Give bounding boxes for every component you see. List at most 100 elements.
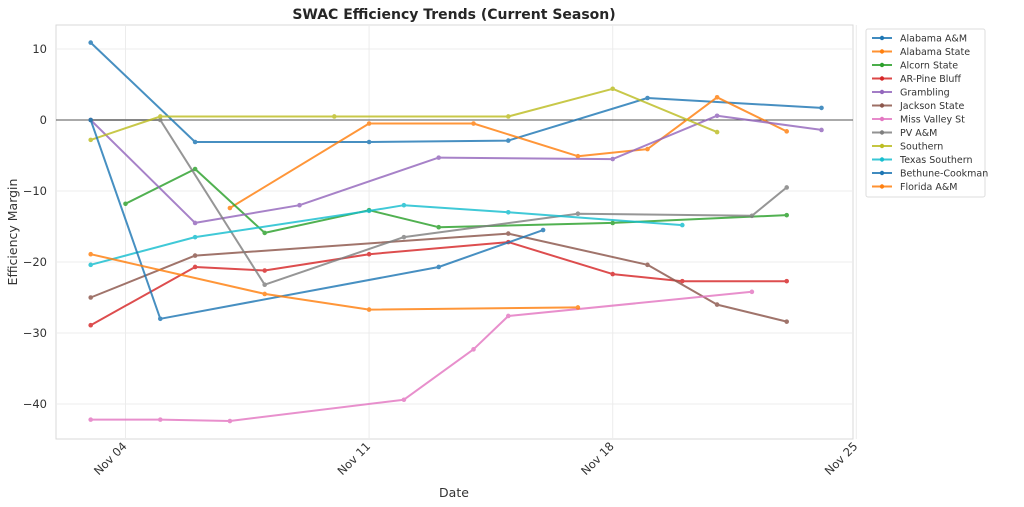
data-point xyxy=(366,139,372,145)
data-point xyxy=(436,264,442,270)
legend: Alabama A&M Alabama State Alcorn State AR-P… xyxy=(865,28,988,198)
data-point xyxy=(680,278,685,284)
legend-item: AR-Pine Bluff xyxy=(872,74,961,85)
data-point xyxy=(227,418,233,424)
data-point xyxy=(262,282,268,288)
data-point xyxy=(471,121,476,126)
legend-item: Bethune-Cookman xyxy=(872,169,988,180)
data-point xyxy=(401,202,407,208)
data-point xyxy=(366,208,372,214)
data-point xyxy=(88,417,93,422)
series-texas-southern xyxy=(88,202,685,268)
data-point xyxy=(610,86,615,92)
data-point xyxy=(784,278,789,284)
legend-marker xyxy=(879,143,885,149)
data-point xyxy=(366,121,372,126)
data-point xyxy=(784,212,789,218)
data-point xyxy=(88,137,93,143)
data-point xyxy=(158,114,163,119)
y-tick-label: 0 xyxy=(40,113,47,127)
data-point xyxy=(784,185,789,190)
data-point xyxy=(192,220,198,226)
legend-marker xyxy=(879,157,885,162)
series-line xyxy=(90,241,787,327)
data-point xyxy=(471,347,476,352)
data-point xyxy=(506,210,511,215)
data-point xyxy=(575,153,581,159)
y-tick-label: −30 xyxy=(23,326,47,340)
data-point xyxy=(749,289,755,295)
x-axis-ticks: Nov 04 Nov 11 Nov 18 Nov 25 xyxy=(91,439,861,478)
series-line xyxy=(90,204,683,266)
y-tick-label: −40 xyxy=(23,397,47,411)
data-point xyxy=(262,268,268,273)
legend-label: Alabama State xyxy=(900,47,970,58)
legend-marker xyxy=(879,170,885,176)
data-point xyxy=(610,271,615,277)
legend-item: Miss Valley St xyxy=(872,115,965,126)
legend-marker xyxy=(879,184,885,189)
series-florida-a-m xyxy=(88,251,581,312)
legend-label: Jackson State xyxy=(899,101,964,112)
data-point xyxy=(575,305,581,310)
data-point xyxy=(506,313,511,319)
data-point xyxy=(784,129,789,134)
x-axis-label: Date xyxy=(439,485,469,500)
series-lines xyxy=(88,40,824,424)
chart-title: SWAC Efficiency Trends (Current Season) xyxy=(292,7,615,23)
data-point xyxy=(610,156,615,162)
series-southern xyxy=(88,86,720,143)
data-point xyxy=(645,262,650,268)
data-point xyxy=(262,230,268,236)
data-point xyxy=(332,114,337,119)
x-tick-label: Nov 25 xyxy=(822,439,861,478)
legend-marker xyxy=(879,103,885,108)
legend-label: Alcorn State xyxy=(900,61,958,72)
legend-marker xyxy=(879,89,885,95)
series-line xyxy=(90,87,718,141)
legend-frame xyxy=(865,28,986,198)
data-point xyxy=(227,205,233,211)
series-line xyxy=(90,41,822,143)
legend-item: Grambling xyxy=(872,88,950,99)
data-point xyxy=(88,40,93,45)
y-tick-label: −20 xyxy=(23,255,47,269)
data-point xyxy=(680,222,685,228)
data-point xyxy=(88,262,93,268)
data-point xyxy=(540,227,546,233)
legend-label: PV A&M xyxy=(900,128,937,139)
legend-marker xyxy=(879,49,885,54)
legend-label: Alabama A&M xyxy=(900,34,967,45)
series-line xyxy=(90,253,578,311)
data-point xyxy=(401,234,407,240)
x-tick-label: Nov 11 xyxy=(335,439,374,478)
series-miss-valley-st xyxy=(88,289,755,424)
legend-item: Alcorn State xyxy=(872,61,958,72)
series-line xyxy=(90,232,787,323)
data-point xyxy=(158,117,163,123)
data-point xyxy=(436,224,442,230)
data-point xyxy=(819,105,824,111)
legend-label: AR-Pine Bluff xyxy=(900,74,961,85)
data-point xyxy=(506,114,511,119)
legend-item: Alabama State xyxy=(872,47,970,58)
data-point xyxy=(714,113,720,119)
y-axis-label: Efficiency Margin xyxy=(5,179,20,286)
data-point xyxy=(192,253,198,258)
legend-marker xyxy=(879,62,885,68)
legend-marker xyxy=(879,130,885,135)
legend-item: Alabama A&M xyxy=(872,34,967,45)
legend-item: Southern xyxy=(872,142,943,153)
series-bethune-cookman xyxy=(88,117,546,322)
data-point xyxy=(575,211,581,217)
x-tick-label: Nov 04 xyxy=(91,439,130,478)
legend-marker xyxy=(879,116,885,122)
data-point xyxy=(366,307,372,312)
data-point xyxy=(784,319,789,324)
legend-marker xyxy=(879,35,885,41)
y-tick-label: −10 xyxy=(23,184,47,198)
plot-frame xyxy=(55,24,854,440)
data-point xyxy=(297,202,302,208)
data-point xyxy=(192,264,198,270)
